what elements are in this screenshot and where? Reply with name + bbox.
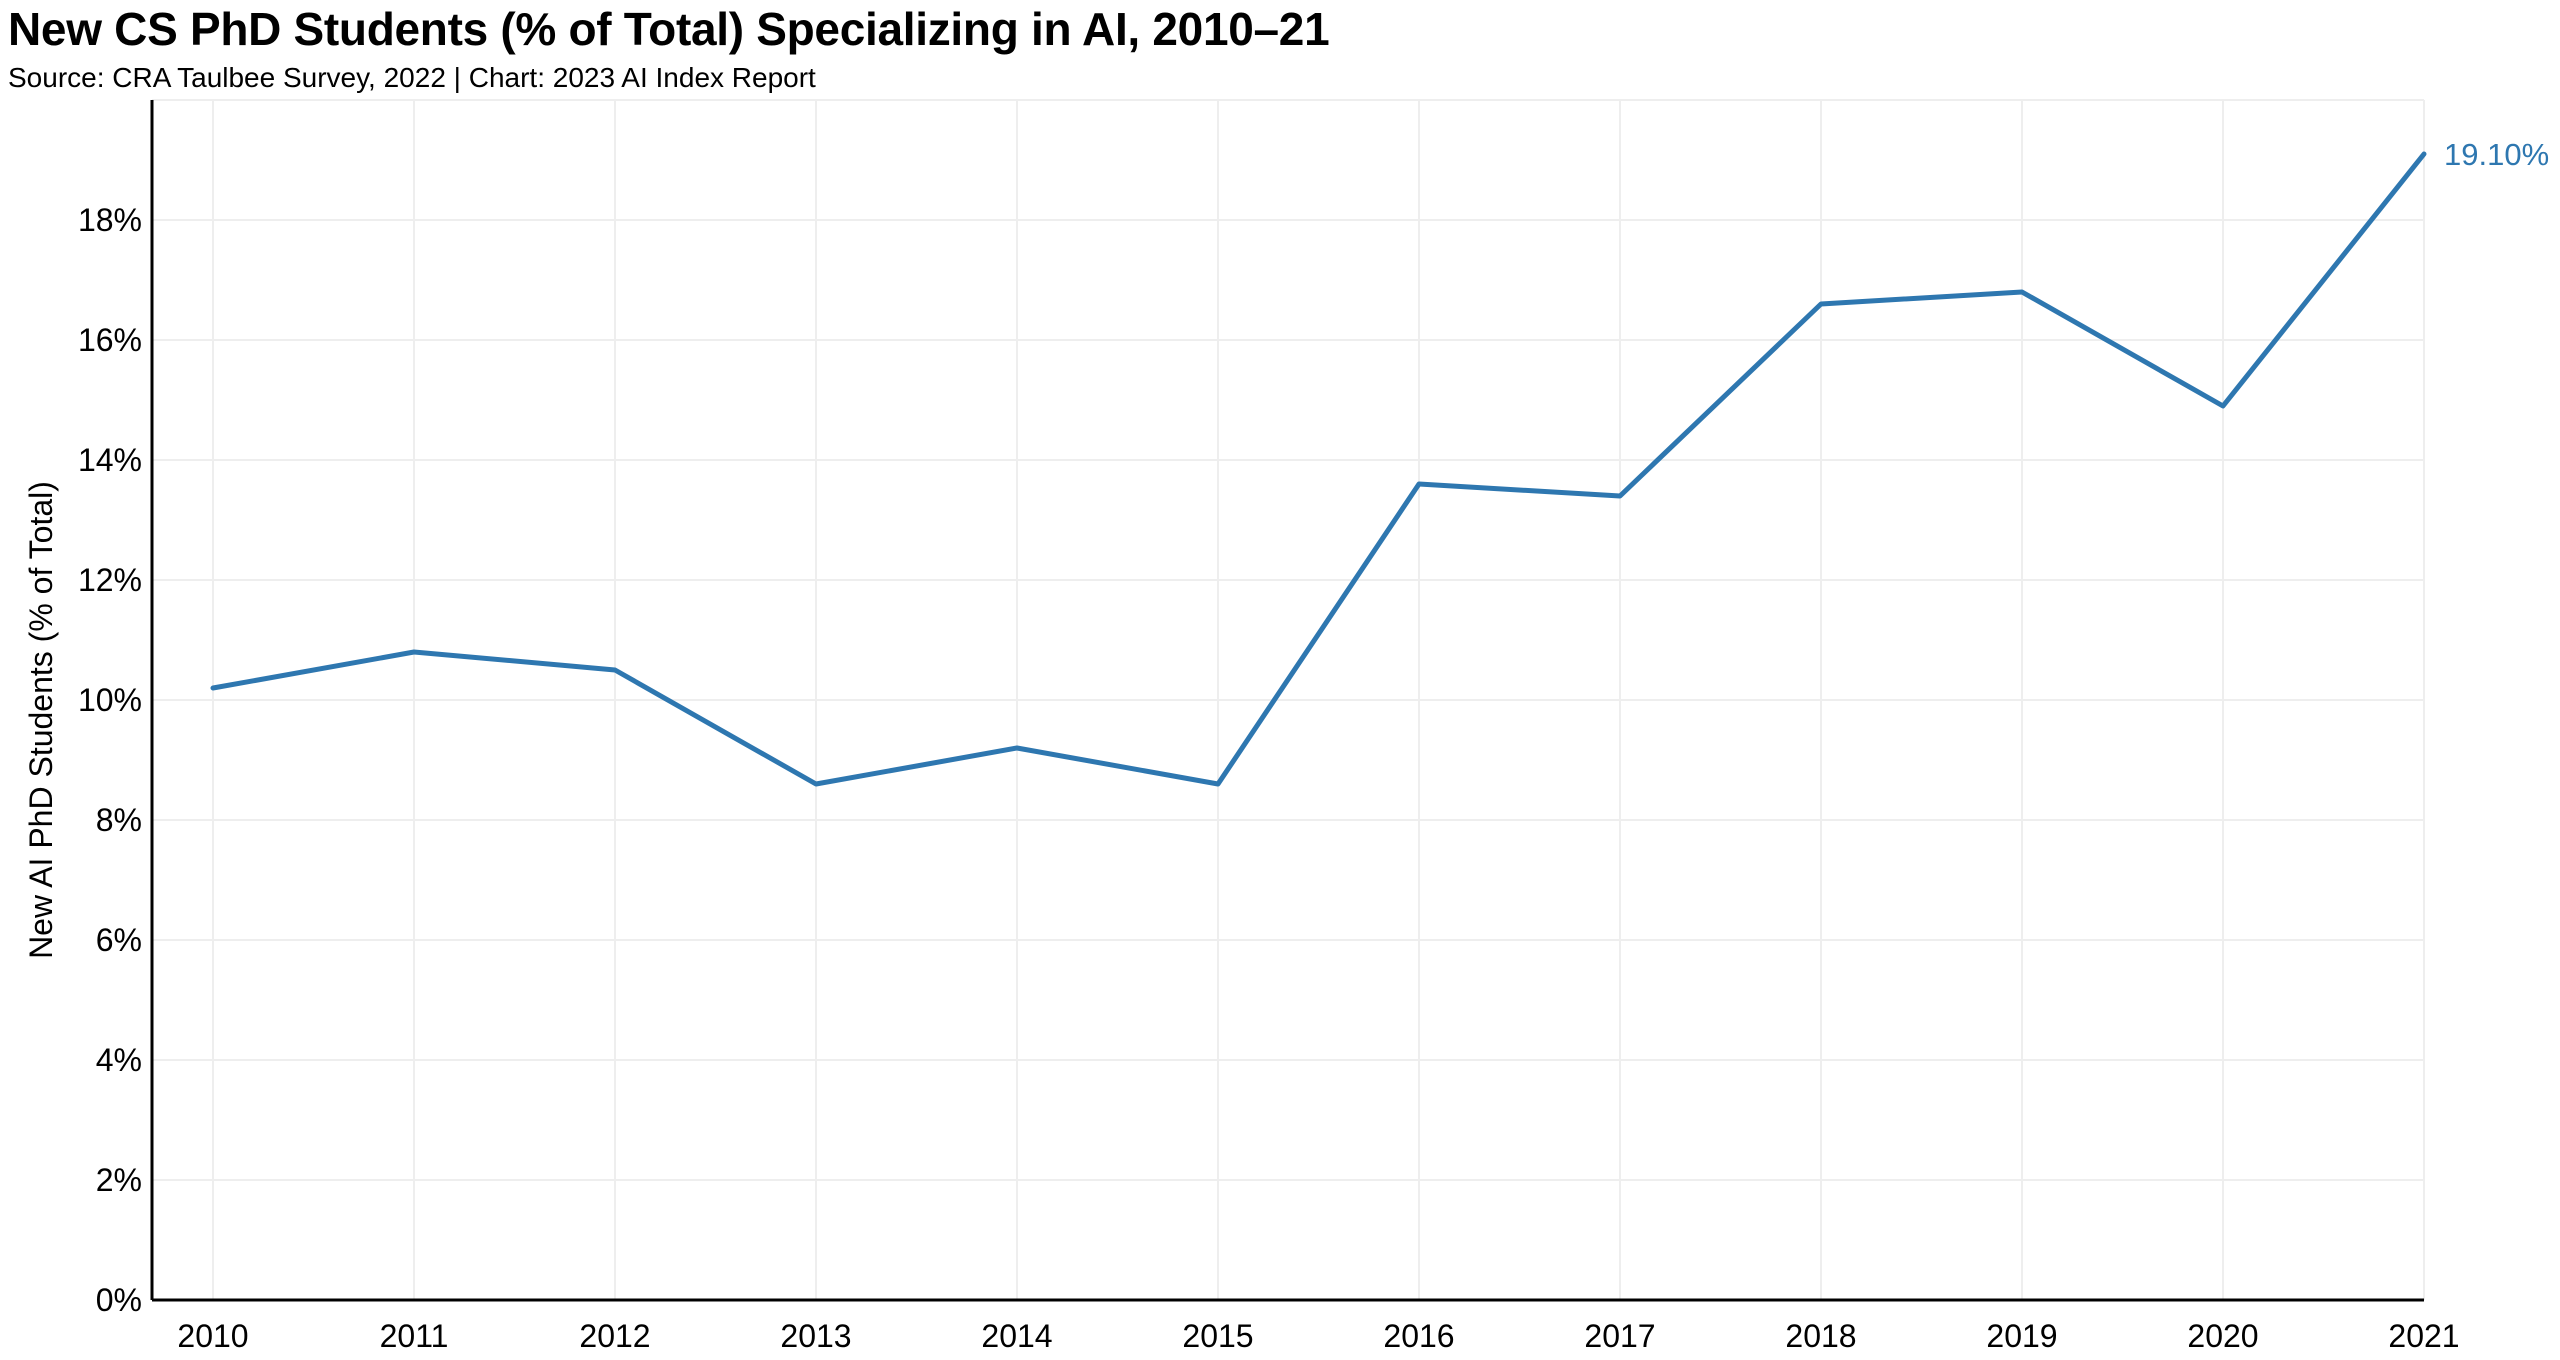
x-tick-label: 2018: [1785, 1318, 1856, 1354]
x-tick-label: 2012: [579, 1318, 650, 1354]
axes: [150, 100, 2424, 1302]
data-point: [2016, 286, 2028, 298]
x-tick-label: 2013: [780, 1318, 851, 1354]
y-tick-label: 2%: [96, 1162, 142, 1198]
y-tick-label: 6%: [96, 922, 142, 958]
y-axis-ticks: 0% 2% 4% 6% 8% 10% 12% 14% 16% 18%: [78, 202, 142, 1318]
data-point: [1815, 298, 1827, 310]
x-tick-label: 2015: [1182, 1318, 1253, 1354]
y-tick-label: 4%: [96, 1042, 142, 1078]
data-point: [810, 778, 822, 790]
x-tick-label: 2016: [1383, 1318, 1454, 1354]
y-tick-label: 0%: [96, 1282, 142, 1318]
series-line: [210, 151, 2427, 787]
x-tick-label: 2020: [2187, 1318, 2258, 1354]
x-axis-ticks: 2010 2011 2012 2013 2014 2015 2016 2017 2018 2019…: [177, 1318, 2459, 1354]
end-value-label: 19.10%: [2444, 137, 2549, 172]
data-point: [2418, 148, 2430, 160]
chart-title: New CS PhD Students (% of Total) Special…: [8, 3, 1330, 55]
y-tick-label: 12%: [78, 562, 142, 598]
x-tick-label: 2014: [981, 1318, 1052, 1354]
data-point: [207, 682, 219, 694]
y-tick-label: 14%: [78, 442, 142, 478]
gridlines: [152, 99, 2425, 1300]
y-tick-label: 16%: [78, 322, 142, 358]
y-tick-label: 10%: [78, 682, 142, 718]
data-point: [1212, 778, 1224, 790]
x-tick-label: 2017: [1584, 1318, 1655, 1354]
y-tick-label: 18%: [78, 202, 142, 238]
data-point: [2217, 400, 2229, 412]
x-tick-label: 2010: [177, 1318, 248, 1354]
x-tick-label: 2021: [2388, 1318, 2459, 1354]
series-layer: 19.10%: [207, 137, 2549, 790]
x-tick-label: 2011: [380, 1318, 449, 1354]
data-point: [408, 646, 420, 658]
y-tick-label: 8%: [96, 802, 142, 838]
x-tick-label: 2019: [1986, 1318, 2057, 1354]
data-point: [1413, 478, 1425, 490]
data-point: [609, 664, 621, 676]
chart-subtitle: Source: CRA Taulbee Survey, 2022 | Chart…: [8, 62, 816, 93]
y-axis-label: New AI PhD Students (% of Total): [23, 481, 59, 959]
data-point: [1011, 742, 1023, 754]
data-point: [1614, 490, 1626, 502]
